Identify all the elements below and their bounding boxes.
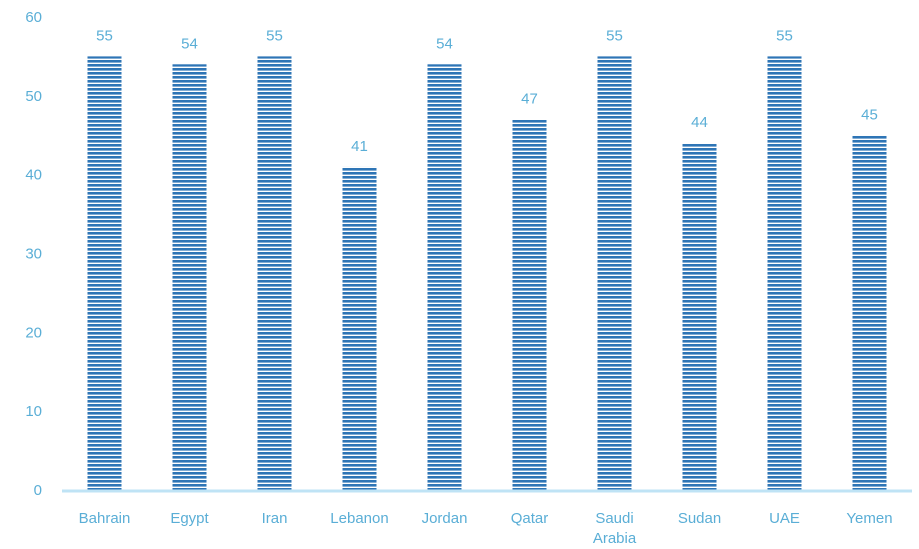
y-tick-label: 30	[25, 246, 42, 263]
bar-sudan	[682, 143, 717, 490]
category-label: Sudan	[678, 510, 721, 527]
category-label: UAE	[769, 510, 800, 527]
y-tick-label: 60	[25, 9, 42, 26]
y-tick-label: 0	[34, 482, 42, 499]
bar-iran	[257, 56, 292, 491]
category-label: Arabia	[593, 530, 637, 547]
data-label: 55	[606, 27, 623, 44]
bar-qatar	[512, 119, 547, 490]
data-label: 47	[521, 91, 538, 108]
bar-yemen	[852, 135, 887, 491]
data-label: 41	[351, 138, 368, 155]
data-label: 55	[266, 27, 283, 44]
category-label: Egypt	[170, 510, 209, 527]
category-label: Qatar	[511, 510, 549, 527]
bar-saudi-arabia	[597, 56, 632, 491]
y-tick-label: 10	[25, 403, 42, 420]
y-tick-label: 20	[25, 324, 42, 341]
data-label: 55	[776, 27, 793, 44]
data-label: 44	[691, 114, 708, 131]
category-label: Iran	[262, 510, 288, 527]
y-axis-ticks: 0 10 20 30 40 50 60	[25, 9, 42, 499]
category-labels-group: Bahrain Egypt Iran Lebanon Jordan Qatar Saudi A…	[79, 510, 893, 547]
bar-jordan	[427, 64, 462, 491]
y-tick-label: 40	[25, 167, 42, 184]
data-labels-group: 55 54 55 41 54 47 55 44 55 45	[96, 27, 878, 154]
data-label: 45	[861, 106, 878, 123]
y-tick-label: 50	[25, 88, 42, 105]
data-label: 54	[436, 35, 453, 52]
category-label: Lebanon	[330, 510, 388, 527]
bar-uae	[767, 56, 802, 491]
category-label: Bahrain	[79, 510, 131, 527]
bar-bahrain	[87, 56, 122, 491]
bar-egypt	[172, 64, 207, 491]
data-label: 55	[96, 27, 113, 44]
bars-group	[87, 56, 887, 491]
bar-lebanon	[342, 166, 377, 491]
category-label: Saudi	[595, 510, 633, 527]
category-label: Jordan	[422, 510, 468, 527]
data-label: 54	[181, 35, 198, 52]
category-label: Yemen	[846, 510, 892, 527]
